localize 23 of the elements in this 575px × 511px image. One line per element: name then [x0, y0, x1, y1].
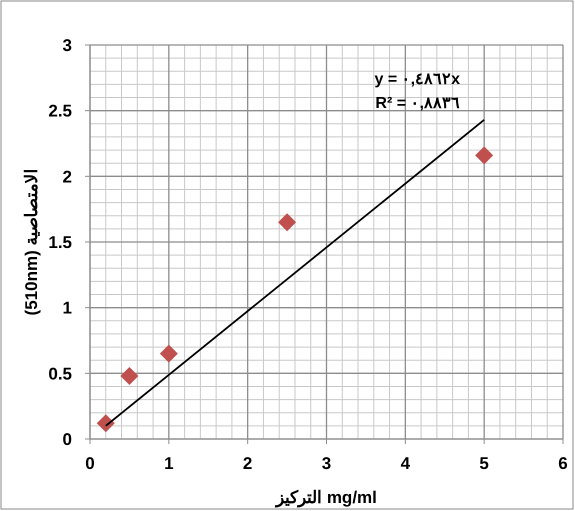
- y-tick-label: 1: [62, 298, 72, 318]
- x-tick-label: 4: [400, 454, 411, 473]
- annotation: y = ٠,٤٨٦٢x: [374, 71, 460, 88]
- x-tick-label: 3: [322, 454, 332, 473]
- y-tick-label: 1.5: [48, 233, 72, 252]
- x-tick-label: 0: [85, 454, 95, 473]
- x-tick-label: 6: [558, 454, 568, 473]
- x-tick-label: 5: [479, 454, 489, 473]
- y-tick-label: 3: [62, 36, 72, 55]
- point: [278, 213, 296, 232]
- y-tick-label: 2.5: [48, 102, 72, 121]
- x-tick-label: 1: [164, 454, 174, 473]
- point: [96, 414, 115, 432]
- point: [475, 146, 494, 164]
- y-tick-label: 0.5: [48, 364, 72, 384]
- y-tick-label: 0: [62, 430, 72, 449]
- point: [160, 344, 178, 363]
- x-tick-label: 2: [242, 454, 252, 473]
- y-tick-label: 2: [62, 167, 72, 186]
- x-axis-title: التركيز mg/ml: [274, 488, 377, 508]
- y-axis-title: (510nm) الامتصاصية: [22, 168, 41, 316]
- annotation: R² = ٠,٨٨٣٦: [375, 95, 460, 112]
- point: [120, 366, 138, 385]
